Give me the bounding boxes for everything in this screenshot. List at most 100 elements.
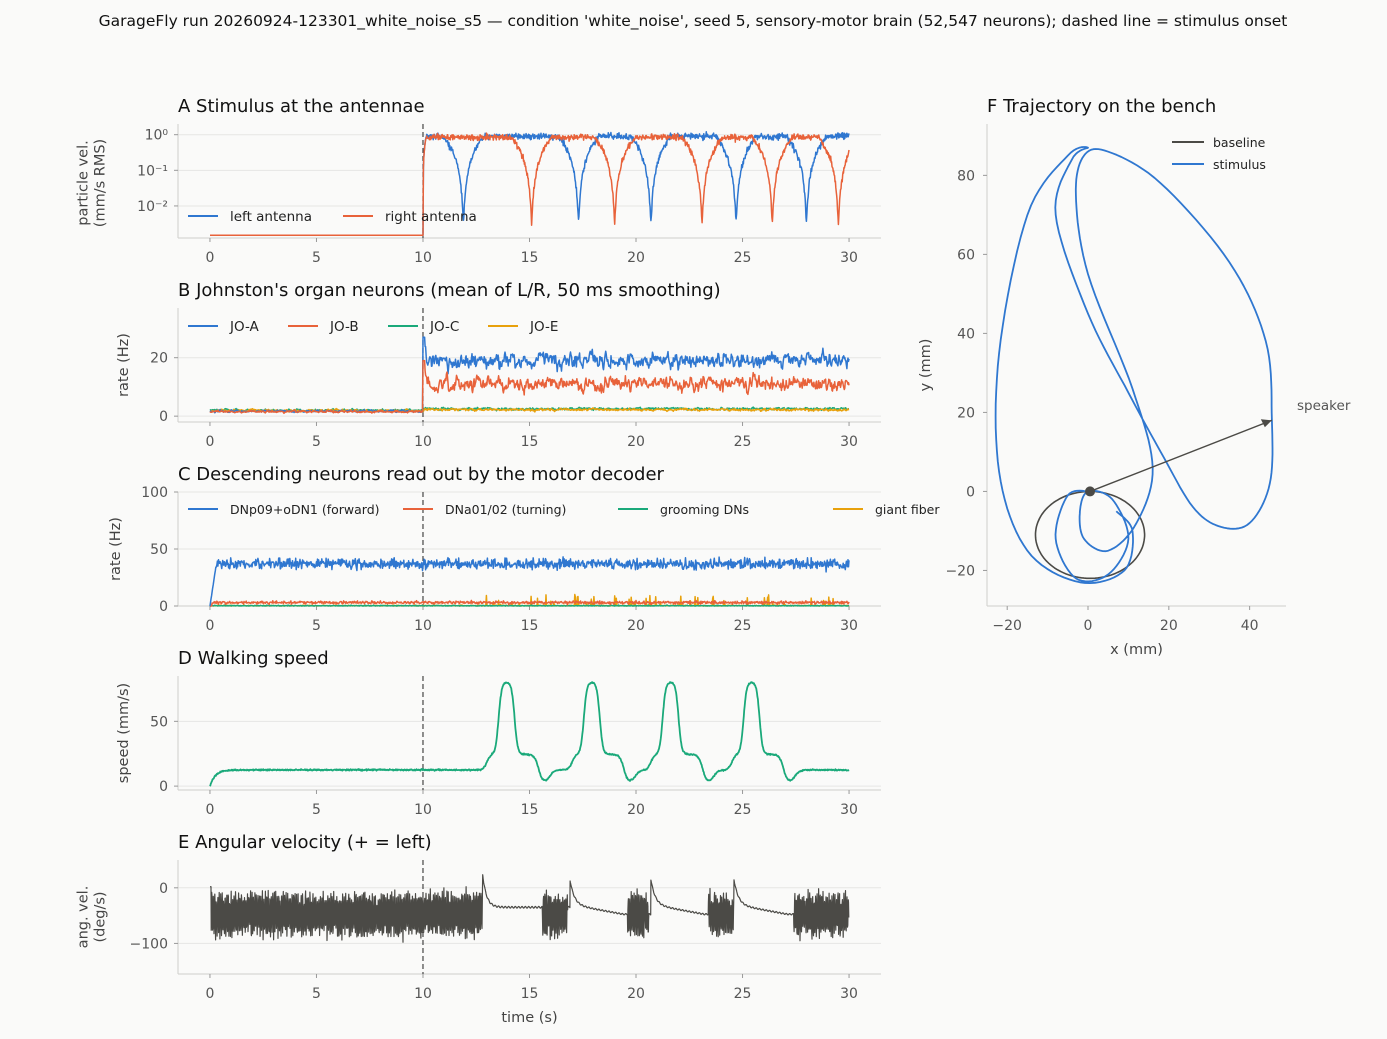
y-tick-label: 60 — [957, 247, 975, 263]
legend-label: baseline — [1213, 135, 1266, 150]
stimulus-trajectory — [994, 146, 1274, 584]
y-axis-label: speed (mm/s) — [116, 683, 132, 783]
y-tick-label: 10⁰ — [145, 128, 169, 144]
figure-suptitle: GarageFly run 20260924-123301_white_nois… — [99, 12, 1288, 31]
panel-E-angular-velocity: 0 5 10 15 20 25 30 E Angular velocity (+ = left… — [76, 832, 881, 1026]
series-line-left — [209, 556, 850, 607]
y-axis-label: rate (Hz) — [116, 333, 132, 397]
x-tick-label: 15 — [521, 802, 539, 818]
x-tick-label: 5 — [312, 802, 321, 818]
legend-label: left antenna — [230, 209, 312, 225]
y-tick-label: 10⁻² — [137, 199, 168, 215]
x-tick-label: 0 — [205, 986, 214, 1002]
x-tick-label: 30 — [840, 986, 858, 1002]
y-tick-label: 20 — [957, 405, 975, 421]
speaker-annotation: speaker — [1297, 398, 1351, 414]
y-tick-label: −100 — [130, 936, 168, 952]
series-line-right — [210, 132, 850, 237]
series-line-green — [209, 604, 850, 607]
y-tick-label: −20 — [945, 563, 975, 579]
x-tick-label: 20 — [1160, 618, 1178, 634]
x-axis-label: time (s) — [501, 1010, 557, 1026]
legend-label: right antenna — [385, 209, 477, 225]
panel-title: D Walking speed — [178, 648, 329, 669]
x-tick-label: 15 — [521, 434, 539, 450]
x-tick-label: 5 — [312, 250, 321, 266]
x-tick-label: 25 — [734, 618, 752, 634]
x-tick-label: 5 — [312, 618, 321, 634]
x-tick-label: 5 — [312, 986, 321, 1002]
x-tick-label: 10 — [414, 434, 432, 450]
panel-title: E Angular velocity (+ = left) — [178, 832, 432, 853]
x-tick-label: 10 — [414, 802, 432, 818]
y-tick-label: 0 — [159, 779, 168, 795]
panel-D-walking-speed: 0 5 10 15 20 25 30 D Walking speed 0 50 speed (mm/… — [116, 648, 881, 818]
x-tick-label: 0 — [205, 250, 214, 266]
panel-B-johnston-organ: 0 5 10 15 20 25 30 B Johnston's organ neurons (… — [116, 280, 881, 450]
series-line-speed — [209, 681, 850, 787]
y-axis-label: (deg/s) — [93, 891, 109, 942]
speaker-arrowhead — [1260, 419, 1272, 428]
x-tick-label: 20 — [627, 250, 645, 266]
x-tick-label: 20 — [627, 618, 645, 634]
legend-label: stimulus — [1213, 157, 1266, 172]
legend-label: JO-E — [529, 319, 558, 335]
y-tick-label: 10⁻¹ — [137, 163, 168, 179]
series-line-right — [209, 599, 850, 607]
x-tick-label: 30 — [840, 802, 858, 818]
x-tick-label: 15 — [521, 250, 539, 266]
series-line-right — [209, 359, 850, 415]
x-tick-label: 20 — [627, 434, 645, 450]
legend-label: JO-C — [429, 319, 459, 335]
y-tick-label: 0 — [159, 409, 168, 425]
series-line-left — [209, 336, 850, 414]
y-tick-label: 0 — [966, 484, 975, 500]
x-tick-label: 30 — [840, 250, 858, 266]
legend-label: JO-B — [329, 319, 359, 335]
panel-A-stimulus: 0 5 10 15 20 25 30 A Stimulus at the antennae 10… — [76, 96, 881, 266]
x-tick-label: 25 — [734, 986, 752, 1002]
legend-label: DNa01/02 (turning) — [445, 502, 566, 517]
x-tick-label: 25 — [734, 250, 752, 266]
x-tick-label: 0 — [205, 802, 214, 818]
panel-title: C Descending neurons read out by the mot… — [178, 464, 665, 485]
x-tick-label: 0 — [1084, 618, 1093, 634]
x-tick-label: 15 — [521, 618, 539, 634]
x-tick-label: 5 — [312, 434, 321, 450]
x-tick-label: 30 — [840, 618, 858, 634]
x-tick-label: 0 — [205, 618, 214, 634]
x-tick-label: 10 — [414, 986, 432, 1002]
x-tick-label: 25 — [734, 434, 752, 450]
speaker-arrow — [1089, 419, 1273, 493]
x-tick-label: 40 — [1241, 618, 1259, 634]
y-axis-label: y (mm) — [918, 339, 934, 392]
y-axis-label: ang. vel. — [76, 886, 92, 949]
y-tick-label: 0 — [159, 599, 168, 615]
x-tick-label: 15 — [521, 986, 539, 1002]
y-tick-label: 50 — [150, 714, 168, 730]
panel-F-trajectory: F Trajectory on the bench −20 0 20 40 −20 0 20 4… — [918, 96, 1351, 658]
panel-title: F Trajectory on the bench — [987, 96, 1216, 117]
x-tick-label: 25 — [734, 802, 752, 818]
panel-C-descending-neurons: 0 5 10 15 20 25 30 C Descending neurons read ou… — [108, 464, 940, 634]
x-tick-label: 10 — [414, 618, 432, 634]
y-tick-label: 20 — [150, 351, 168, 367]
y-tick-label: 50 — [150, 542, 168, 558]
legend-label: DNp09+oDN1 (forward) — [230, 502, 380, 517]
legend-label: grooming DNs — [660, 502, 749, 517]
legend-label: JO-A — [229, 319, 260, 335]
y-axis-label: particle vel. — [76, 140, 92, 225]
x-tick-label: 10 — [414, 250, 432, 266]
x-tick-label: −20 — [992, 618, 1022, 634]
panel-title: A Stimulus at the antennae — [178, 96, 425, 117]
y-tick-label: 0 — [159, 881, 168, 897]
x-axis-label: x (mm) — [1110, 642, 1163, 658]
baseline-trajectory — [1034, 490, 1146, 580]
panel-title: B Johnston's organ neurons (mean of L/R,… — [178, 280, 721, 301]
x-tick-label: 0 — [205, 434, 214, 450]
y-tick-label: 80 — [957, 168, 975, 184]
y-axis-label: rate (Hz) — [108, 517, 124, 581]
x-tick-label: 20 — [627, 986, 645, 1002]
legend-label: giant fiber — [875, 502, 940, 517]
